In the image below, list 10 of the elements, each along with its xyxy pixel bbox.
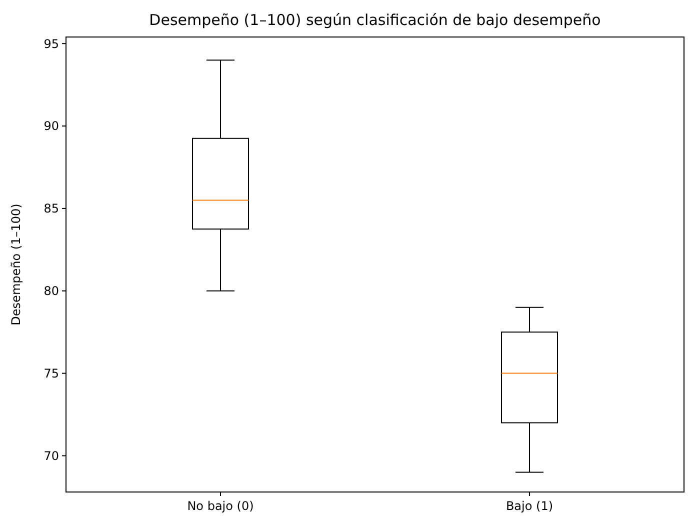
y-tick-label: 80 xyxy=(44,284,59,298)
y-tick-label: 70 xyxy=(44,448,59,463)
x-tick-label: Bajo (1) xyxy=(506,499,554,513)
y-axis-title: Desempeño (1–100) xyxy=(9,204,23,326)
chart-title: Desempeño (1–100) según clasificación de bajo desempeño xyxy=(149,11,601,29)
y-tick-label: 95 xyxy=(44,36,59,51)
y-tick-label: 90 xyxy=(44,119,59,134)
y-tick-label: 85 xyxy=(44,202,59,216)
y-tick-label: 75 xyxy=(44,366,59,381)
x-tick-label: No bajo (0) xyxy=(187,499,254,513)
